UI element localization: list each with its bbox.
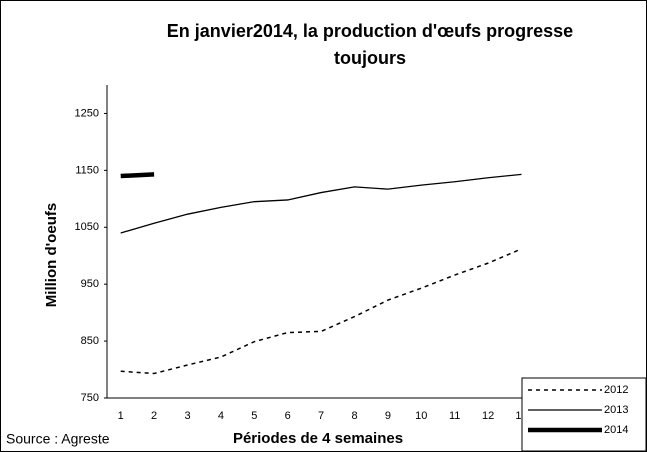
series-line bbox=[120, 248, 522, 375]
y-tick-label: 750 bbox=[81, 392, 99, 404]
x-tick-label: 2 bbox=[151, 410, 157, 422]
legend-label: 2012 bbox=[604, 384, 628, 396]
x-tick-label: 11 bbox=[449, 410, 460, 422]
x-tick-label: 5 bbox=[251, 410, 257, 422]
y-axis-label: Million d'oeufs bbox=[43, 203, 60, 307]
x-tick-label: 6 bbox=[285, 410, 291, 422]
y-tick-label: 950 bbox=[81, 278, 99, 290]
x-tick-label: 3 bbox=[184, 410, 190, 422]
x-tick-label: 1 bbox=[118, 410, 124, 422]
x-axis-label: Périodes de 4 semaines bbox=[233, 430, 403, 447]
x-tick-label: 9 bbox=[385, 410, 391, 422]
x-tick-label: 10 bbox=[415, 410, 427, 422]
legend-label: 2013 bbox=[604, 404, 628, 416]
y-tick-label: 1250 bbox=[75, 107, 99, 119]
y-tick-label: 1150 bbox=[75, 164, 99, 176]
series-line bbox=[120, 172, 155, 179]
x-tick-label: 8 bbox=[351, 410, 357, 422]
y-tick-label: 1050 bbox=[75, 221, 99, 233]
source: Source : Agreste bbox=[6, 431, 110, 447]
y-tick-label: 850 bbox=[81, 335, 99, 347]
x-tick-label: 7 bbox=[318, 410, 324, 422]
chart-title: En janvier2014, la production d'œufs pro… bbox=[166, 21, 574, 68]
x-tick-label: 4 bbox=[218, 410, 224, 422]
x-tick-label: 12 bbox=[482, 410, 494, 422]
legend-label: 2014 bbox=[604, 424, 628, 436]
series-line bbox=[120, 173, 522, 234]
